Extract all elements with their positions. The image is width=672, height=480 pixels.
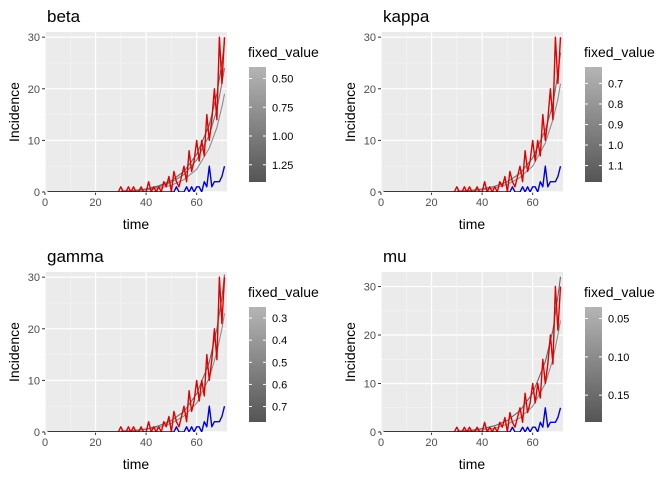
x-tick-label: 40 (476, 437, 488, 449)
colorbar (249, 67, 266, 182)
chart-title: gamma (47, 247, 104, 266)
colorbar-tick-label: 1.1 (608, 161, 623, 173)
y-tick-label: 20 (28, 84, 40, 96)
series-line-1 (383, 407, 562, 432)
chart-panel-kappa: kappa 0 20 40 60 0 10 20 30 time Incidence fixed_va… (342, 7, 655, 232)
series-line-1 (383, 165, 562, 192)
x-tick-label: 60 (527, 437, 539, 449)
x-tick-label: 0 (378, 197, 384, 209)
series-line-2 (456, 83, 562, 192)
y-tick-label: 10 (364, 379, 376, 391)
legend-title: fixed_value (248, 284, 319, 300)
x-axis-label: time (123, 456, 150, 472)
colorbar (585, 67, 602, 182)
colorbar-tick-label: 0.8 (608, 99, 623, 111)
series-line-0 (383, 285, 562, 432)
y-axis-label: Incidence (342, 322, 358, 382)
x-axis-label: time (459, 216, 486, 232)
y-tick-label: 10 (28, 135, 40, 147)
colorbar-tick-label: 0.75 (272, 102, 293, 114)
series-line-2 (456, 320, 562, 432)
legend-title: fixed_value (584, 44, 655, 60)
x-axis-label: time (459, 456, 486, 472)
y-tick-label: 0 (370, 427, 376, 439)
plot-background (45, 272, 227, 432)
x-tick-label: 40 (140, 197, 152, 209)
y-tick-label: 30 (28, 32, 40, 44)
y-axis-label: Incidence (6, 322, 22, 382)
colorbar-tick-label: 0.6 (272, 379, 287, 391)
x-tick-label: 0 (42, 437, 48, 449)
colorbar-tick-label: 1.25 (272, 160, 293, 172)
colorbar-tick-label: 0.9 (608, 120, 623, 132)
x-tick-label: 40 (140, 437, 152, 449)
y-tick-label: 30 (364, 32, 376, 44)
y-tick-label: 20 (364, 84, 376, 96)
x-tick-label: 40 (476, 197, 488, 209)
colorbar-tick-label: 0.7 (272, 402, 287, 414)
colorbar-tick-label: 0.50 (272, 74, 293, 86)
legend-title: fixed_value (584, 284, 655, 300)
colorbar-tick-label: 0.4 (272, 335, 287, 347)
x-tick-label: 60 (191, 437, 203, 449)
colorbar-tick-label: 0.5 (272, 357, 287, 369)
series-line-1 (47, 405, 226, 432)
chart-title: kappa (383, 7, 430, 26)
chart-panel-gamma: gamma 0 20 40 60 0 10 20 30 time Incidence fixed_va… (6, 247, 319, 472)
y-axis-label: Incidence (342, 82, 358, 142)
x-tick-label: 20 (89, 197, 101, 209)
series-line-1 (47, 165, 226, 192)
y-tick-label: 10 (28, 375, 40, 387)
colorbar-tick-label: 1.0 (608, 140, 623, 152)
x-tick-label: 0 (378, 437, 384, 449)
y-axis-label: Incidence (6, 82, 22, 142)
y-tick-label: 20 (28, 324, 40, 336)
y-tick-label: 20 (364, 330, 376, 342)
chart-title: mu (383, 247, 407, 266)
colorbar-tick-label: 0.05 (608, 314, 629, 326)
colorbar-tick-label: 0.15 (608, 390, 629, 402)
x-tick-label: 20 (89, 437, 101, 449)
colorbar (249, 307, 266, 422)
y-tick-label: 30 (364, 282, 376, 294)
y-tick-label: 0 (370, 187, 376, 199)
y-tick-label: 10 (364, 135, 376, 147)
series-line-0 (47, 36, 226, 192)
chart-title: beta (47, 7, 81, 26)
x-tick-label: 60 (191, 197, 203, 209)
colorbar (585, 307, 602, 422)
y-tick-label: 30 (28, 272, 40, 284)
colorbar-tick-label: 0.10 (608, 352, 629, 364)
colorbar-tick-label: 0.7 (608, 78, 623, 90)
x-axis-label: time (123, 216, 150, 232)
chart-panel-beta: beta 0 20 40 60 0 10 20 30 time Incidence fixed_val… (6, 7, 319, 232)
x-tick-label: 0 (42, 197, 48, 209)
legend-title: fixed_value (248, 44, 319, 60)
x-tick-label: 60 (527, 197, 539, 209)
series-line-0 (383, 36, 562, 192)
y-tick-label: 0 (34, 187, 40, 199)
colorbar-tick-label: 1.00 (272, 131, 293, 143)
series-line-0 (47, 276, 226, 432)
y-tick-label: 0 (34, 427, 40, 439)
chart-panel-mu: mu 0 20 40 60 0 10 20 30 time Incidence fixed_value… (342, 247, 655, 472)
x-tick-label: 20 (425, 197, 437, 209)
plot-background (45, 32, 227, 192)
plot-background (381, 32, 563, 192)
colorbar-tick-label: 0.3 (272, 313, 287, 325)
x-tick-label: 20 (425, 437, 437, 449)
